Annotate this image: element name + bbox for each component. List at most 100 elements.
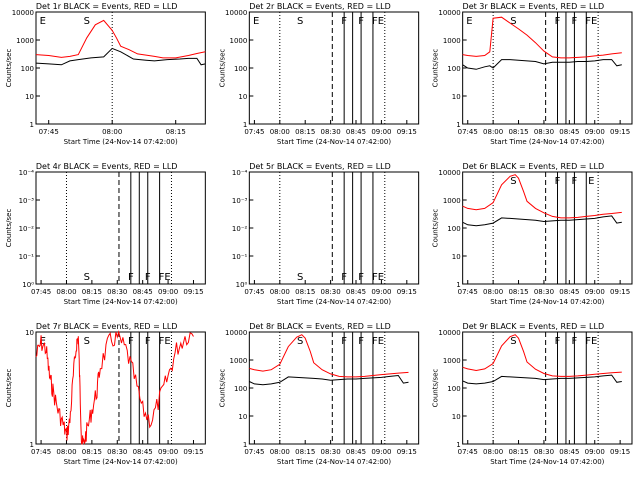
event-marker: E xyxy=(588,176,594,187)
y-axis-label: Counts/sec xyxy=(432,369,440,408)
y-tick-label: 1 xyxy=(456,281,460,289)
event-marker: S xyxy=(510,336,516,347)
chart-panel: Det 2r BLACK = Events, RED = LLD 1 10 100 10… xyxy=(218,2,420,146)
x-tick-label: 09:15 xyxy=(610,128,630,136)
event-marker: S xyxy=(84,16,90,27)
x-tick-label: 08:15 xyxy=(508,448,528,456)
plot-frame xyxy=(248,171,420,285)
x-axis-label: Start Time (24-Nov-14 07:42:00) xyxy=(277,138,391,146)
x-tick-label: 08:00 xyxy=(56,288,76,296)
event-marker: FE xyxy=(585,16,597,27)
event-marker: F xyxy=(128,336,134,347)
chart-panel: Det 8r BLACK = Events, RED = LLD 1 10 100 10… xyxy=(218,322,420,466)
chart-title: Det 2r BLACK = Events, RED = LLD xyxy=(249,2,391,11)
x-tick-label: 08:15 xyxy=(295,128,315,136)
x-tick-label: 07:45 xyxy=(244,288,264,296)
y-axis-label: Counts/sec xyxy=(218,369,226,408)
y-tick-label: 10⁰ xyxy=(236,281,248,289)
y-tick-label: 1000 xyxy=(230,357,248,365)
y-tick-label: 1000 xyxy=(443,197,461,205)
x-tick-label: 09:00 xyxy=(371,128,391,136)
event-marker: S xyxy=(297,272,303,283)
event-marker: FE xyxy=(159,272,171,283)
chart-panel: Det 1r BLACK = Events, RED = LLD 1 10 100 10… xyxy=(5,2,206,146)
event-marker: F xyxy=(572,176,578,187)
events-series-line xyxy=(249,374,409,386)
y-tick-label: 10 xyxy=(452,413,461,421)
x-tick-label: 09:00 xyxy=(371,448,391,456)
y-tick-label: 10⁻² xyxy=(232,225,248,233)
x-tick-label: 09:00 xyxy=(371,288,391,296)
x-axis-label: Start Time (24-Nov-14 07:42:00) xyxy=(277,298,391,306)
x-tick-label: 07:45 xyxy=(244,448,264,456)
y-tick-label: 10⁻¹ xyxy=(19,253,35,261)
chart-title: Det 9r BLACK = Events, RED = LLD xyxy=(463,322,605,331)
y-tick-label: 10 xyxy=(238,93,247,101)
y-axis-label: Counts/sec xyxy=(432,209,440,248)
y-tick-label: 1 xyxy=(243,441,247,449)
y-tick-label: 10⁻² xyxy=(19,225,35,233)
chart-title: Det 6r BLACK = Events, RED = LLD xyxy=(463,162,605,171)
y-tick-label: 1 xyxy=(456,441,460,449)
y-tick-label: 10000 xyxy=(225,9,247,17)
y-tick-label: 10⁻³ xyxy=(232,197,248,205)
event-marker: FE xyxy=(159,336,171,347)
events-series-line xyxy=(462,374,622,385)
x-tick-label: 08:45 xyxy=(346,128,366,136)
x-tick-label: 08:00 xyxy=(102,128,122,136)
plot-frame xyxy=(462,331,633,445)
x-tick-label: 08:00 xyxy=(56,448,76,456)
x-tick-label: 08:00 xyxy=(270,288,290,296)
x-tick-label: 08:30 xyxy=(534,128,554,136)
event-marker: F xyxy=(145,336,151,347)
x-tick-label: 08:30 xyxy=(534,448,554,456)
lld-series-line xyxy=(249,334,409,378)
y-axis-label: Counts/sec xyxy=(432,49,440,88)
x-tick-label: 08:45 xyxy=(559,448,579,456)
x-tick-label: 09:15 xyxy=(183,288,203,296)
chart-panel: Det 9r BLACK = Events, RED = LLD 1 10 100 10… xyxy=(432,322,633,466)
event-marker: FE xyxy=(585,336,597,347)
event-marker: F xyxy=(572,336,578,347)
x-tick-label: 07:45 xyxy=(458,288,478,296)
y-tick-label: 1000 xyxy=(230,37,248,45)
x-tick-label: 09:15 xyxy=(610,448,630,456)
x-axis-label: Start Time (24-Nov-14 07:42:00) xyxy=(64,458,178,466)
x-tick-label: 07:45 xyxy=(39,128,59,136)
chart-title: Det 4r BLACK = Events, RED = LLD xyxy=(36,162,178,171)
plot-frame xyxy=(462,171,633,285)
x-tick-label: 07:45 xyxy=(458,448,478,456)
x-axis-label: Start Time (24-Nov-14 07:42:00) xyxy=(490,298,604,306)
y-tick-label: 100 xyxy=(447,385,460,393)
x-tick-label: 08:00 xyxy=(483,128,503,136)
x-tick-label: 07:45 xyxy=(31,288,51,296)
chart-panel: Det 5r BLACK = Events, RED = LLD 10⁰ 10⁻¹ 1… xyxy=(232,162,420,306)
event-marker: F xyxy=(555,176,561,187)
y-tick-label: 10⁻¹ xyxy=(232,253,248,261)
event-marker: F xyxy=(358,272,364,283)
chart-title: Det 3r BLACK = Events, RED = LLD xyxy=(463,2,605,11)
event-marker: F xyxy=(555,336,561,347)
x-tick-label: 08:15 xyxy=(295,448,315,456)
y-tick-label: 100 xyxy=(234,65,247,73)
plot-frame xyxy=(35,331,206,445)
y-tick-label: 10⁻⁴ xyxy=(232,169,248,177)
y-tick-label: 1 xyxy=(30,121,34,129)
x-tick-label: 08:45 xyxy=(133,448,153,456)
event-marker: F xyxy=(358,336,364,347)
event-marker: S xyxy=(510,176,516,187)
x-tick-label: 08:00 xyxy=(483,448,503,456)
event-marker: F xyxy=(358,16,364,27)
x-tick-label: 08:45 xyxy=(133,288,153,296)
event-marker: S xyxy=(297,336,303,347)
x-axis-label: Start Time (24-Nov-14 07:42:00) xyxy=(64,138,178,146)
x-tick-label: 09:15 xyxy=(397,288,417,296)
chart-panel: Det 4r BLACK = Events, RED = LLD 10⁰ 10⁻¹ 1… xyxy=(5,162,206,306)
event-marker: F xyxy=(128,272,134,283)
x-tick-label: 08:00 xyxy=(270,128,290,136)
x-tick-label: 08:15 xyxy=(508,128,528,136)
x-tick-label: 09:15 xyxy=(397,448,417,456)
lld-series-line xyxy=(35,330,194,445)
x-tick-label: 07:45 xyxy=(244,128,264,136)
x-tick-label: 08:45 xyxy=(346,448,366,456)
